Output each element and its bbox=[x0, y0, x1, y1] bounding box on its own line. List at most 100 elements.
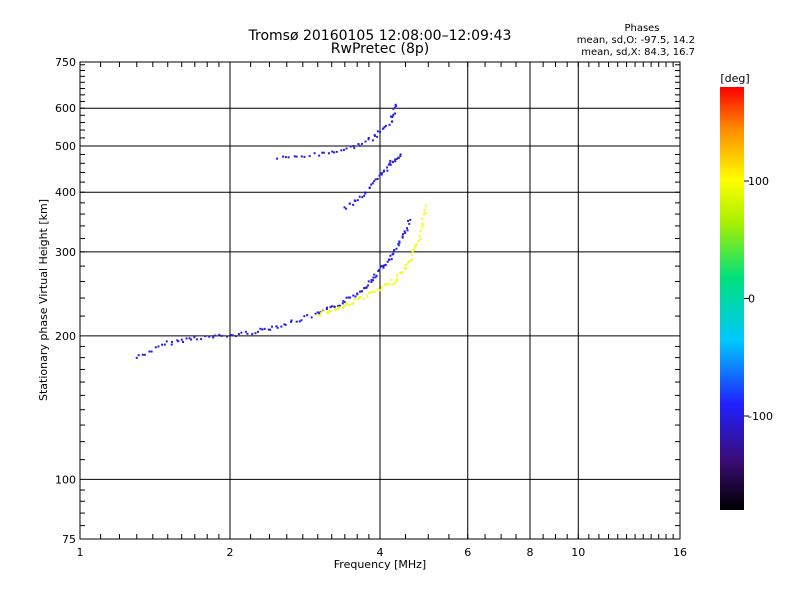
echo-point bbox=[352, 302, 355, 305]
echo-point bbox=[367, 136, 370, 139]
y-tick-label: 200 bbox=[55, 330, 76, 343]
echo-point bbox=[404, 231, 407, 234]
echo-point bbox=[185, 337, 188, 340]
echo-point bbox=[421, 224, 424, 227]
echo-point bbox=[361, 142, 364, 145]
echo-point bbox=[388, 283, 391, 286]
echo-point bbox=[345, 147, 348, 150]
echo-point bbox=[331, 150, 334, 153]
echo-point bbox=[284, 323, 287, 326]
echo-point bbox=[319, 314, 322, 317]
echo-point bbox=[334, 307, 337, 310]
echo-point bbox=[373, 290, 376, 293]
echo-point bbox=[393, 249, 396, 252]
echo-point bbox=[397, 244, 400, 247]
echo-point bbox=[394, 160, 397, 163]
echo-point bbox=[343, 206, 346, 209]
echo-point bbox=[357, 143, 360, 146]
echo-point bbox=[370, 280, 373, 283]
y-tick-labels: 75 100 200 300 400 500 600 750 bbox=[55, 56, 76, 546]
y-tick-label: 100 bbox=[55, 473, 76, 486]
echo-point bbox=[397, 156, 400, 159]
echo-point bbox=[386, 166, 389, 169]
echo-point bbox=[351, 303, 354, 306]
echo-point bbox=[401, 271, 404, 274]
echo-point bbox=[378, 174, 381, 177]
echo-point bbox=[163, 343, 166, 346]
echo-point bbox=[135, 356, 138, 359]
echo-point bbox=[348, 202, 351, 205]
echo-point bbox=[396, 278, 399, 281]
echo-point bbox=[334, 309, 337, 312]
y-tick-label: 600 bbox=[55, 102, 76, 115]
stats-line-o: mean, sd,O: -97.5, 14.2 bbox=[577, 35, 695, 46]
echo-point bbox=[370, 278, 373, 281]
echo-point bbox=[226, 335, 229, 338]
echo-point bbox=[369, 291, 372, 294]
echo-point bbox=[356, 199, 359, 202]
echo-point bbox=[193, 336, 196, 339]
echo-point bbox=[340, 149, 343, 152]
echo-point bbox=[394, 158, 397, 161]
echo-point bbox=[333, 306, 336, 309]
echo-point bbox=[388, 162, 391, 165]
echo-point bbox=[371, 182, 374, 185]
echo-point bbox=[408, 222, 411, 225]
x-tick-label: 4 bbox=[377, 546, 384, 559]
echo-point bbox=[182, 340, 185, 343]
stats-line-x: mean, sd,X: 84.3, 16.7 bbox=[581, 47, 695, 58]
echo-point bbox=[325, 308, 328, 311]
echo-point bbox=[157, 345, 160, 348]
echo-point bbox=[359, 296, 362, 299]
echo-point bbox=[293, 155, 296, 158]
echo-point bbox=[409, 218, 412, 221]
echo-point bbox=[376, 177, 379, 180]
echo-point bbox=[358, 144, 361, 147]
echo-point bbox=[313, 152, 316, 155]
echo-point bbox=[300, 155, 303, 158]
echo-point bbox=[327, 311, 330, 314]
echo-point bbox=[342, 148, 345, 151]
echo-point bbox=[382, 127, 385, 130]
echo-point bbox=[196, 338, 199, 341]
echo-point bbox=[322, 151, 325, 154]
echo-point bbox=[424, 211, 427, 214]
echo-point bbox=[391, 115, 394, 118]
echo-point bbox=[338, 306, 341, 309]
echo-point bbox=[256, 330, 259, 333]
y-axis-label: Stationary phase Virtual Height [km] bbox=[37, 199, 50, 401]
echo-point bbox=[410, 259, 413, 262]
echo-point bbox=[320, 311, 323, 314]
echo-point bbox=[383, 283, 386, 286]
echo-point bbox=[310, 316, 313, 319]
echo-point bbox=[290, 320, 293, 323]
echo-point bbox=[363, 194, 366, 197]
echo-point bbox=[137, 354, 140, 357]
echo-point bbox=[392, 252, 395, 255]
echo-point bbox=[406, 262, 409, 265]
echo-point bbox=[240, 331, 243, 334]
echo-point bbox=[352, 203, 355, 206]
echo-point bbox=[367, 138, 370, 141]
echo-point bbox=[366, 295, 369, 298]
echo-point bbox=[383, 169, 386, 172]
echo-point bbox=[384, 124, 387, 127]
echo-point bbox=[364, 191, 367, 194]
echo-point bbox=[373, 180, 376, 183]
echo-point bbox=[374, 178, 377, 181]
echo-point bbox=[329, 306, 332, 309]
echo-point bbox=[368, 186, 371, 189]
echo-point bbox=[367, 280, 370, 283]
echo-point bbox=[414, 244, 417, 247]
echo-point bbox=[372, 290, 375, 293]
echo-point bbox=[389, 159, 392, 162]
echo-point bbox=[384, 263, 387, 266]
echo-point bbox=[416, 243, 419, 246]
echo-point bbox=[386, 260, 389, 263]
echo-point bbox=[380, 173, 383, 176]
echo-point bbox=[244, 330, 247, 333]
echo-point bbox=[396, 274, 399, 277]
echo-point bbox=[315, 314, 318, 317]
echo-point bbox=[357, 296, 360, 299]
echo-point bbox=[342, 300, 345, 303]
